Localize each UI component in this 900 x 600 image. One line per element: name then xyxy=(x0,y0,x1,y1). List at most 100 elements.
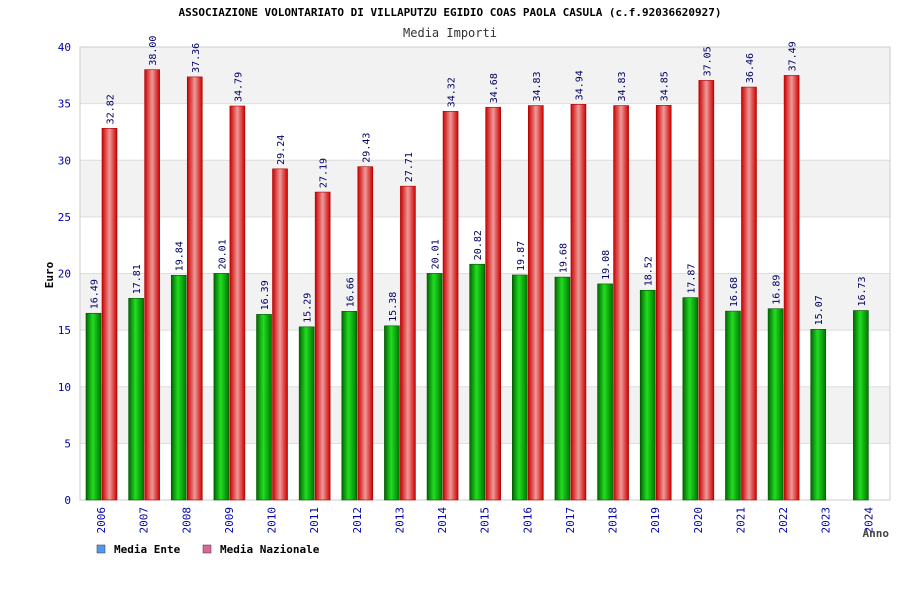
x-axis-label: Anno xyxy=(863,527,890,540)
bar-media-ente[interactable] xyxy=(85,312,102,501)
bar-media-nazionale[interactable] xyxy=(613,105,629,501)
data-label: 34.83 xyxy=(532,71,543,101)
data-label: 37.05 xyxy=(702,46,713,76)
bar-media-nazionale[interactable] xyxy=(655,105,672,501)
bar-media-ente[interactable] xyxy=(426,273,443,501)
y-tick-label: 30 xyxy=(58,154,71,167)
data-label: 15.38 xyxy=(388,292,399,322)
bar-media-nazionale[interactable] xyxy=(783,75,800,501)
bar-media-ente[interactable] xyxy=(767,308,784,501)
data-label: 15.07 xyxy=(814,295,825,325)
bar-media-ente[interactable] xyxy=(853,310,869,501)
bar-media-ente[interactable] xyxy=(256,314,272,501)
data-label: 17.87 xyxy=(686,264,697,294)
x-axis-ticks: 2006 2007 2008 2009 2010 2011 2012 2013 2014 2015… xyxy=(95,507,875,534)
x-tick-label: 2022 xyxy=(777,507,790,534)
bar-media-ente[interactable] xyxy=(639,289,656,501)
data-label: 16.68 xyxy=(729,277,740,307)
bar-media-ente[interactable] xyxy=(554,276,571,501)
bar-media-ente[interactable] xyxy=(213,273,230,501)
bar-media-nazionale[interactable] xyxy=(528,105,544,501)
y-tick-label: 5 xyxy=(64,437,71,450)
data-label: 37.36 xyxy=(191,43,202,73)
y-tick-label: 10 xyxy=(58,381,71,394)
data-label: 34.85 xyxy=(660,71,671,101)
bar-media-nazionale[interactable] xyxy=(144,69,160,501)
x-tick-label: 2016 xyxy=(521,507,534,534)
bars: 16.49 32.82 17.81 38.00 19.84 37.36 20.01 34.79… xyxy=(85,36,869,501)
data-label: 34.79 xyxy=(233,72,244,102)
x-tick-label: 2023 xyxy=(820,507,833,534)
bar-media-ente[interactable] xyxy=(128,298,144,501)
bar-media-nazionale[interactable] xyxy=(272,168,288,501)
bar-media-nazionale[interactable] xyxy=(314,191,331,501)
y-tick-label: 40 xyxy=(58,41,71,54)
data-label: 32.82 xyxy=(106,94,117,124)
chart-title: ASSOCIAZIONE VOLONTARIATO DI VILLAPUTZU … xyxy=(178,6,721,19)
data-label: 29.43 xyxy=(361,133,372,163)
bar-media-ente[interactable] xyxy=(341,311,358,501)
legend-item-media-ente[interactable]: Media Ente xyxy=(96,543,181,556)
x-tick-label: 2013 xyxy=(393,507,406,534)
bar-media-nazionale[interactable] xyxy=(570,104,587,501)
bar-media-nazionale[interactable] xyxy=(101,128,118,501)
y-tick-label: 35 xyxy=(58,98,71,111)
data-label: 20.01 xyxy=(217,239,228,269)
bar-media-ente[interactable] xyxy=(597,283,613,501)
chart-subtitle: Media Importi xyxy=(403,26,497,40)
x-tick-label: 2010 xyxy=(266,507,279,534)
x-tick-label: 2018 xyxy=(607,507,620,534)
data-label: 19.08 xyxy=(601,250,612,280)
data-label: 16.66 xyxy=(345,277,356,307)
data-label: 17.81 xyxy=(132,264,143,294)
data-label: 19.68 xyxy=(558,243,569,273)
bar-media-ente[interactable] xyxy=(298,326,315,501)
legend: Media Ente Media Nazionale xyxy=(96,543,320,556)
data-label: 34.32 xyxy=(447,77,458,107)
x-tick-label: 2012 xyxy=(351,507,364,534)
bar-media-nazionale[interactable] xyxy=(186,76,203,501)
data-label: 37.49 xyxy=(788,41,799,71)
bar-media-nazionale[interactable] xyxy=(442,111,459,501)
x-tick-label: 2014 xyxy=(436,507,449,534)
x-tick-label: 2021 xyxy=(734,507,747,534)
x-tick-label: 2024 xyxy=(862,507,875,534)
y-axis-label: Euro xyxy=(43,261,56,288)
bar-media-nazionale[interactable] xyxy=(400,185,416,501)
data-label: 27.19 xyxy=(319,158,330,188)
y-tick-label: 0 xyxy=(64,494,71,507)
data-label: 36.46 xyxy=(745,53,756,83)
y-axis-ticks: 0 5 10 15 20 25 30 35 40 xyxy=(58,41,71,507)
data-label: 29.24 xyxy=(276,135,287,165)
legend-label-media-ente: Media Ente xyxy=(114,543,181,556)
bar-media-ente[interactable] xyxy=(682,297,699,501)
data-label: 18.52 xyxy=(644,256,655,286)
y-tick-label: 20 xyxy=(58,268,71,281)
bar-media-ente[interactable] xyxy=(469,263,485,501)
data-label: 15.29 xyxy=(303,293,314,323)
bar-media-nazionale[interactable] xyxy=(741,86,757,501)
x-tick-label: 2011 xyxy=(308,507,321,534)
legend-item-media-nazionale[interactable]: Media Nazionale xyxy=(202,543,320,556)
x-tick-label: 2007 xyxy=(138,507,151,534)
data-label: 19.84 xyxy=(175,241,186,271)
bar-media-nazionale[interactable] xyxy=(485,106,501,501)
legend-swatch-media-ente xyxy=(96,544,106,554)
bar-media-nazionale[interactable] xyxy=(698,80,715,501)
bar-media-nazionale[interactable] xyxy=(357,166,374,501)
bar-media-nazionale[interactable] xyxy=(229,105,246,501)
bar-media-ente[interactable] xyxy=(725,310,741,501)
x-tick-label: 2008 xyxy=(180,507,193,534)
bar-media-ente[interactable] xyxy=(512,274,528,501)
x-tick-label: 2020 xyxy=(692,507,705,534)
plot-frame xyxy=(79,46,891,501)
x-tick-label: 2009 xyxy=(223,507,236,534)
legend-swatch-media-nazionale xyxy=(202,544,212,554)
bar-media-ente[interactable] xyxy=(384,325,400,501)
bar-media-ente[interactable] xyxy=(810,329,827,501)
data-label: 27.71 xyxy=(404,152,415,182)
legend-label-media-nazionale: Media Nazionale xyxy=(220,543,320,556)
data-label: 16.89 xyxy=(772,275,783,305)
bar-media-ente[interactable] xyxy=(170,275,187,501)
